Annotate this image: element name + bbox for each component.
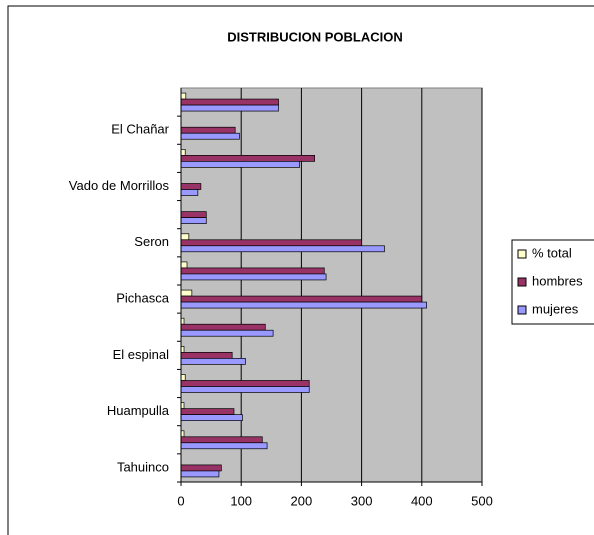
bar (180, 295, 423, 303)
legend-swatch (517, 277, 527, 287)
bar (180, 380, 310, 387)
bar (180, 126, 236, 134)
bar (180, 414, 243, 421)
bar (180, 261, 188, 269)
bar (180, 352, 233, 359)
y-tick-label: Huampulla (107, 403, 170, 418)
x-tick-label: 200 (291, 493, 313, 508)
legend-swatch (517, 305, 527, 315)
bar (180, 132, 240, 140)
y-tick-label: El Chañar (111, 122, 169, 137)
bar (180, 211, 207, 218)
x-tick-label: 300 (351, 493, 373, 508)
bar (180, 436, 263, 444)
legend-label: mujeres (532, 301, 579, 316)
legend-swatch (517, 249, 527, 259)
bar (180, 104, 279, 112)
bar (180, 470, 220, 478)
x-tick-label: 400 (411, 493, 433, 508)
bar (180, 329, 274, 337)
x-tick-label: 0 (177, 493, 184, 508)
y-tick-label: Vado de Morrillos (69, 178, 170, 193)
bar (180, 323, 266, 331)
bar (180, 92, 187, 100)
bar (180, 155, 315, 162)
legend-label: % total (532, 245, 572, 260)
bar (180, 386, 310, 393)
bar (180, 408, 235, 415)
bar (180, 289, 193, 297)
bar (180, 245, 385, 253)
bar (180, 98, 279, 106)
bar (180, 189, 199, 196)
bar (180, 301, 427, 309)
bar (180, 358, 246, 365)
bar (180, 149, 186, 156)
y-tick-label: Seron (134, 234, 169, 249)
bar (180, 464, 222, 472)
y-tick-label: El espinal (113, 347, 169, 362)
bar (180, 217, 207, 224)
plot-area (180, 87, 483, 483)
chart-title: DISTRIBUCION POBLACION (227, 29, 403, 44)
bar (180, 161, 300, 168)
bar (180, 273, 327, 281)
y-tick-label: Pichasca (116, 291, 170, 306)
bar (180, 267, 325, 275)
legend-label: hombres (532, 273, 583, 288)
x-tick-label: 500 (471, 493, 493, 508)
bar (180, 374, 186, 381)
x-tick-label: 100 (230, 493, 252, 508)
y-tick-label: Tahuinco (117, 459, 169, 474)
bar (180, 233, 190, 241)
bar (180, 442, 268, 450)
bar (180, 239, 362, 247)
bar (180, 183, 202, 190)
